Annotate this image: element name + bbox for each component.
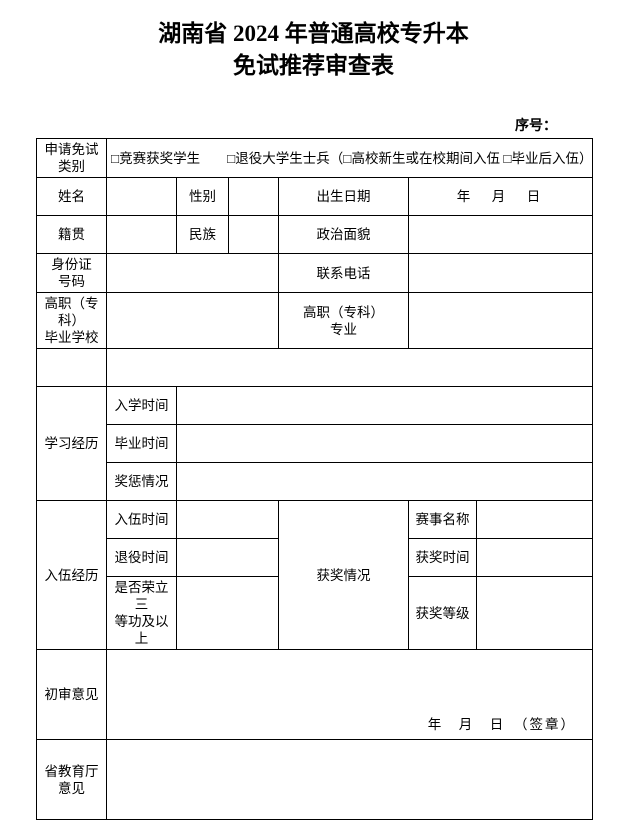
- school-label: 高职（专科） 毕业学校: [37, 293, 107, 349]
- serial-label: 序号：: [515, 115, 557, 135]
- school-value: [107, 293, 279, 349]
- blank-right: [107, 349, 593, 387]
- award-level-label: 获奖等级: [409, 577, 477, 650]
- political-label: 政治面貌: [279, 216, 409, 254]
- award-time-label: 获奖时间: [409, 539, 477, 577]
- phone-value: [409, 254, 593, 293]
- retire-value: [177, 539, 279, 577]
- award-time-value: [477, 539, 593, 577]
- first-review-label: 初审意见: [37, 650, 107, 740]
- first-review-cell: 年 月 日 （签章）: [107, 650, 593, 740]
- major-label: 高职（专科） 专业: [279, 293, 409, 349]
- blank-left: [37, 349, 107, 387]
- id-label: 身份证 号码: [37, 254, 107, 293]
- gender-label: 性别: [177, 178, 229, 216]
- event-name-value: [477, 501, 593, 539]
- award-level-value: [477, 577, 593, 650]
- birth-value: 年 月 日: [409, 178, 593, 216]
- grad-value: [177, 425, 593, 463]
- form-table: 申请免试 类别 □竞赛获奖学生 □退役大学生士兵（□高校新生或在校期间入伍 □毕…: [36, 138, 593, 820]
- apply-type-options: □竞赛获奖学生 □退役大学生士兵（□高校新生或在校期间入伍 □毕业后入伍）: [107, 139, 593, 178]
- native-value: [107, 216, 177, 254]
- first-review-sign: 年 月 日 （签章）: [428, 716, 576, 733]
- merit-value: [177, 577, 279, 650]
- army-label: 入伍经历: [37, 501, 107, 650]
- gender-value: [229, 178, 279, 216]
- political-value: [409, 216, 593, 254]
- ethnic-value: [229, 216, 279, 254]
- birth-label: 出生日期: [279, 178, 409, 216]
- enlist-label: 入伍时间: [107, 501, 177, 539]
- major-value: [409, 293, 593, 349]
- ethnic-label: 民族: [177, 216, 229, 254]
- grad-label: 毕业时间: [107, 425, 177, 463]
- enroll-value: [177, 387, 593, 425]
- merit-label: 是否荣立三 等功及以上: [107, 577, 177, 650]
- phone-label: 联系电话: [279, 254, 409, 293]
- study-label: 学习经历: [37, 387, 107, 501]
- title-line2: 免试推荐审查表: [0, 50, 627, 82]
- native-label: 籍贯: [37, 216, 107, 254]
- dept-review-label: 省教育厅 意见: [37, 740, 107, 820]
- name-value: [107, 178, 177, 216]
- id-value: [107, 254, 279, 293]
- award-rec-value: [177, 463, 593, 501]
- apply-type-label: 申请免试 类别: [37, 139, 107, 178]
- title-line1: 湖南省 2024 年普通高校专升本: [0, 18, 627, 50]
- retire-label: 退役时间: [107, 539, 177, 577]
- enroll-label: 入学时间: [107, 387, 177, 425]
- award-info-label: 获奖情况: [279, 501, 409, 650]
- event-name-label: 赛事名称: [409, 501, 477, 539]
- name-label: 姓名: [37, 178, 107, 216]
- dept-review-cell: [107, 740, 593, 820]
- award-rec-label: 奖惩情况: [107, 463, 177, 501]
- enlist-value: [177, 501, 279, 539]
